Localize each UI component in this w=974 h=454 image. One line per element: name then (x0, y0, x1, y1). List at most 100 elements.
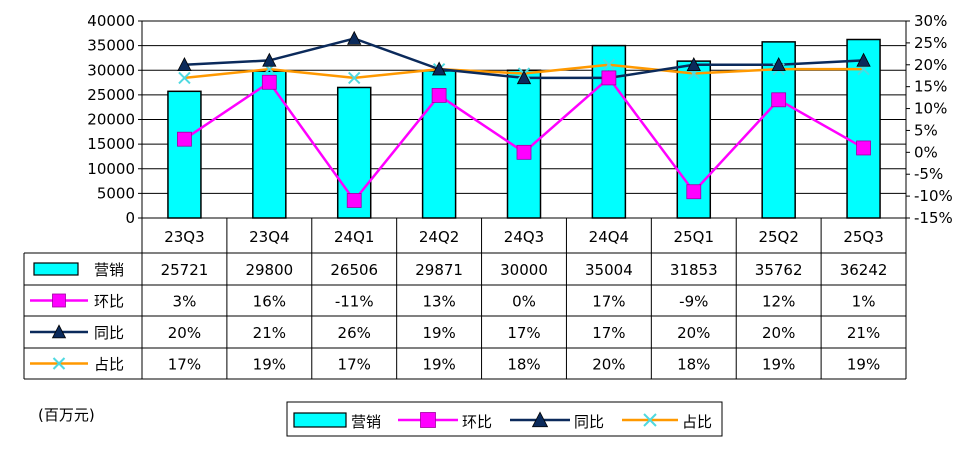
table-cell: 3% (173, 293, 197, 311)
table-cell: 12% (762, 293, 795, 311)
point-tb (262, 52, 277, 67)
y-left-tick-label: 10000 (87, 160, 135, 178)
table-cell: 26506 (330, 261, 378, 279)
y-right-tick-label: 15% (914, 78, 947, 96)
table-cell: 19% (847, 356, 880, 374)
category-label: 23Q4 (249, 228, 289, 246)
table-cell: 16% (253, 293, 286, 311)
point-hb (261, 74, 277, 90)
point-hb (516, 144, 532, 160)
y-right-tick-label: -10% (914, 187, 953, 205)
y-right-tick-label: -15% (914, 209, 953, 227)
row-label: 同比 (94, 324, 124, 342)
table-cell: 31853 (670, 261, 718, 279)
y-left-tick-label: 20000 (87, 111, 135, 129)
table-cell: 35762 (755, 261, 803, 279)
bar (252, 70, 287, 219)
legend-key-marker (52, 357, 66, 370)
legend-marker (420, 412, 436, 428)
legend-marker (531, 411, 549, 428)
table-cell: 0% (512, 293, 536, 311)
point-hb (177, 131, 192, 147)
point-hb (856, 140, 871, 156)
table-cell: 18% (507, 356, 540, 374)
table-cell: 36242 (840, 261, 888, 279)
table-cell: 29800 (245, 261, 293, 279)
table-cell: 17% (168, 356, 201, 374)
y-left-tick-label: 40000 (87, 12, 135, 30)
point-hb (431, 88, 447, 103)
table-cell: 17% (338, 356, 371, 374)
point-hb (686, 184, 702, 200)
category-label: 23Q3 (164, 228, 204, 246)
y-left-tick-label: 15000 (87, 135, 135, 153)
point-tb (686, 57, 701, 72)
y-left-tick-label: 5000 (97, 184, 135, 202)
legend-bar-key (293, 412, 347, 428)
point-hb (601, 70, 617, 86)
table-cell: 1% (852, 293, 876, 311)
y-right-tick-label: -5% (914, 165, 943, 183)
point-hb (346, 193, 362, 208)
table-cell: 20% (168, 324, 201, 342)
legend-key-bar (33, 262, 79, 276)
table-cell: 19% (422, 356, 455, 374)
legend-label: 营销 (351, 413, 381, 431)
table-cell: 13% (422, 293, 455, 311)
table-cell: -9% (679, 293, 708, 311)
table-cell: 17% (592, 324, 625, 342)
category-label: 25Q3 (843, 228, 883, 246)
row-label: 环比 (94, 293, 124, 311)
table-cell: 20% (677, 324, 710, 342)
category-label: 24Q4 (589, 228, 629, 246)
legend-label: 同比 (574, 413, 604, 431)
point-zb (602, 58, 616, 71)
table-cell: -11% (335, 293, 374, 311)
point-tb (347, 30, 362, 45)
y-right-tick-label: 30% (914, 12, 947, 30)
table-cell: 18% (677, 356, 710, 374)
y-left-tick-label: 35000 (87, 37, 135, 55)
y-left-tick-label: 30000 (87, 61, 135, 79)
table-cell: 35004 (585, 261, 633, 279)
table-cell: 17% (592, 293, 625, 311)
table-cell: 29871 (415, 261, 463, 279)
point-tb (771, 57, 786, 72)
table-cell: 21% (847, 324, 880, 342)
point-zb (348, 71, 361, 85)
category-label: 25Q1 (674, 228, 714, 246)
table-cell: 17% (507, 324, 540, 342)
y-right-tick-label: 0% (914, 143, 938, 161)
table-cell: 30000 (500, 261, 548, 279)
table-cell: 19% (422, 324, 455, 342)
table-cell: 19% (762, 356, 795, 374)
point-tb (431, 61, 447, 76)
y-right-tick-label: 20% (914, 56, 947, 74)
category-label: 24Q3 (504, 228, 544, 246)
table-cell: 19% (253, 356, 286, 374)
legend-key-marker (51, 324, 67, 339)
point-zb (178, 71, 191, 85)
table-cell: 21% (253, 324, 286, 342)
legend-key-marker (52, 293, 66, 308)
table-cell: 26% (338, 324, 371, 342)
y-right-tick-label: 25% (914, 34, 947, 52)
bar (167, 90, 202, 219)
row-label: 占比 (94, 356, 124, 374)
table-cell: 20% (592, 356, 625, 374)
category-label: 24Q1 (334, 228, 374, 246)
point-tb (177, 57, 192, 72)
table-cell: 25721 (161, 261, 209, 279)
bar (761, 41, 796, 219)
category-label: 24Q2 (419, 228, 459, 246)
y-right-tick-label: 10% (914, 100, 947, 118)
table-cell: 20% (762, 324, 795, 342)
point-hb (771, 92, 787, 108)
bar (336, 86, 372, 219)
y-left-tick-label: 0 (125, 209, 135, 227)
point-tb (856, 52, 871, 67)
legend-label: 环比 (462, 413, 492, 431)
category-label: 25Q2 (758, 228, 798, 246)
y-right-tick-label: 5% (914, 121, 938, 139)
